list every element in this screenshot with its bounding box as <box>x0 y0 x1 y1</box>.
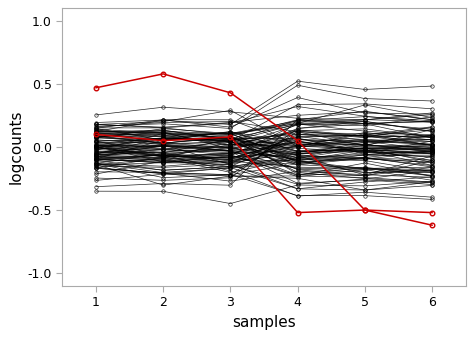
Y-axis label: logcounts: logcounts <box>9 110 23 184</box>
X-axis label: samples: samples <box>232 315 296 330</box>
